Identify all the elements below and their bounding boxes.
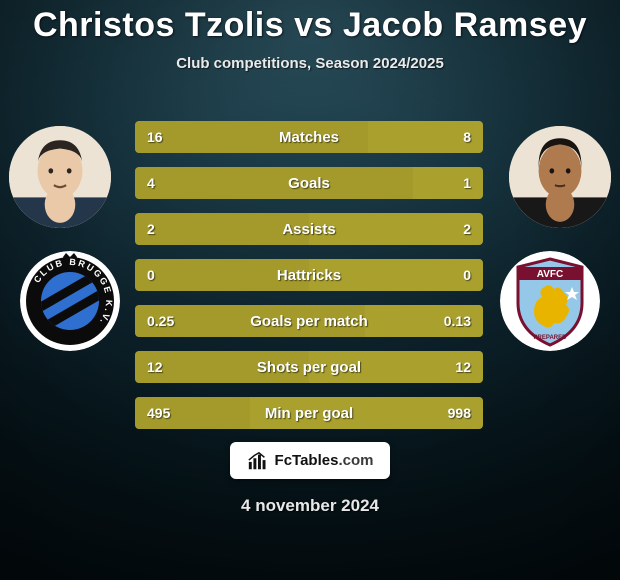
player-photo-left bbox=[9, 126, 111, 228]
stat-row: 00Hattricks bbox=[135, 259, 483, 291]
brand-text: FcTables.com bbox=[275, 452, 374, 469]
club-badge-right: AVFC PREPARED bbox=[500, 251, 600, 351]
bar-left bbox=[135, 167, 413, 199]
stat-row: 1212Shots per goal bbox=[135, 351, 483, 383]
stat-value-right: 0.13 bbox=[444, 305, 471, 337]
bar-right bbox=[309, 259, 483, 291]
stat-value-right: 2 bbox=[463, 213, 471, 245]
svg-text:AVFC: AVFC bbox=[537, 269, 563, 280]
bar-left bbox=[135, 121, 368, 153]
bar-left bbox=[135, 213, 309, 245]
bar-right bbox=[413, 167, 483, 199]
bar-right bbox=[309, 213, 483, 245]
brand-badge: FcTables.com bbox=[230, 442, 390, 479]
stat-value-left: 0 bbox=[147, 259, 155, 291]
stats-block: 168Matches41Goals22Assists00Hattricks0.2… bbox=[135, 121, 483, 443]
stat-value-left: 495 bbox=[147, 397, 170, 429]
stat-value-right: 12 bbox=[455, 351, 471, 383]
player-photo-right bbox=[509, 126, 611, 228]
stat-value-left: 2 bbox=[147, 213, 155, 245]
stat-row: 0.250.13Goals per match bbox=[135, 305, 483, 337]
date-label: 4 november 2024 bbox=[0, 496, 620, 516]
stat-row: 168Matches bbox=[135, 121, 483, 153]
stat-value-left: 0.25 bbox=[147, 305, 174, 337]
stat-row: 22Assists bbox=[135, 213, 483, 245]
club-badge-left: CLUB BRUGGE K.V. bbox=[20, 251, 120, 351]
chart-icon bbox=[247, 450, 269, 472]
comparison-card: Christos Tzolis vs Jacob Ramsey Club com… bbox=[0, 0, 620, 580]
bar-left bbox=[135, 259, 309, 291]
stat-value-left: 4 bbox=[147, 167, 155, 199]
stat-value-right: 998 bbox=[448, 397, 471, 429]
stat-value-left: 16 bbox=[147, 121, 163, 153]
page-title: Christos Tzolis vs Jacob Ramsey bbox=[0, 0, 620, 45]
stat-row: 41Goals bbox=[135, 167, 483, 199]
stat-row: 495998Min per goal bbox=[135, 397, 483, 429]
stat-value-right: 1 bbox=[463, 167, 471, 199]
subtitle: Club competitions, Season 2024/2025 bbox=[0, 55, 620, 72]
svg-text:PREPARED: PREPARED bbox=[534, 335, 568, 341]
stat-value-right: 0 bbox=[463, 259, 471, 291]
stat-value-right: 8 bbox=[463, 121, 471, 153]
stat-value-left: 12 bbox=[147, 351, 163, 383]
